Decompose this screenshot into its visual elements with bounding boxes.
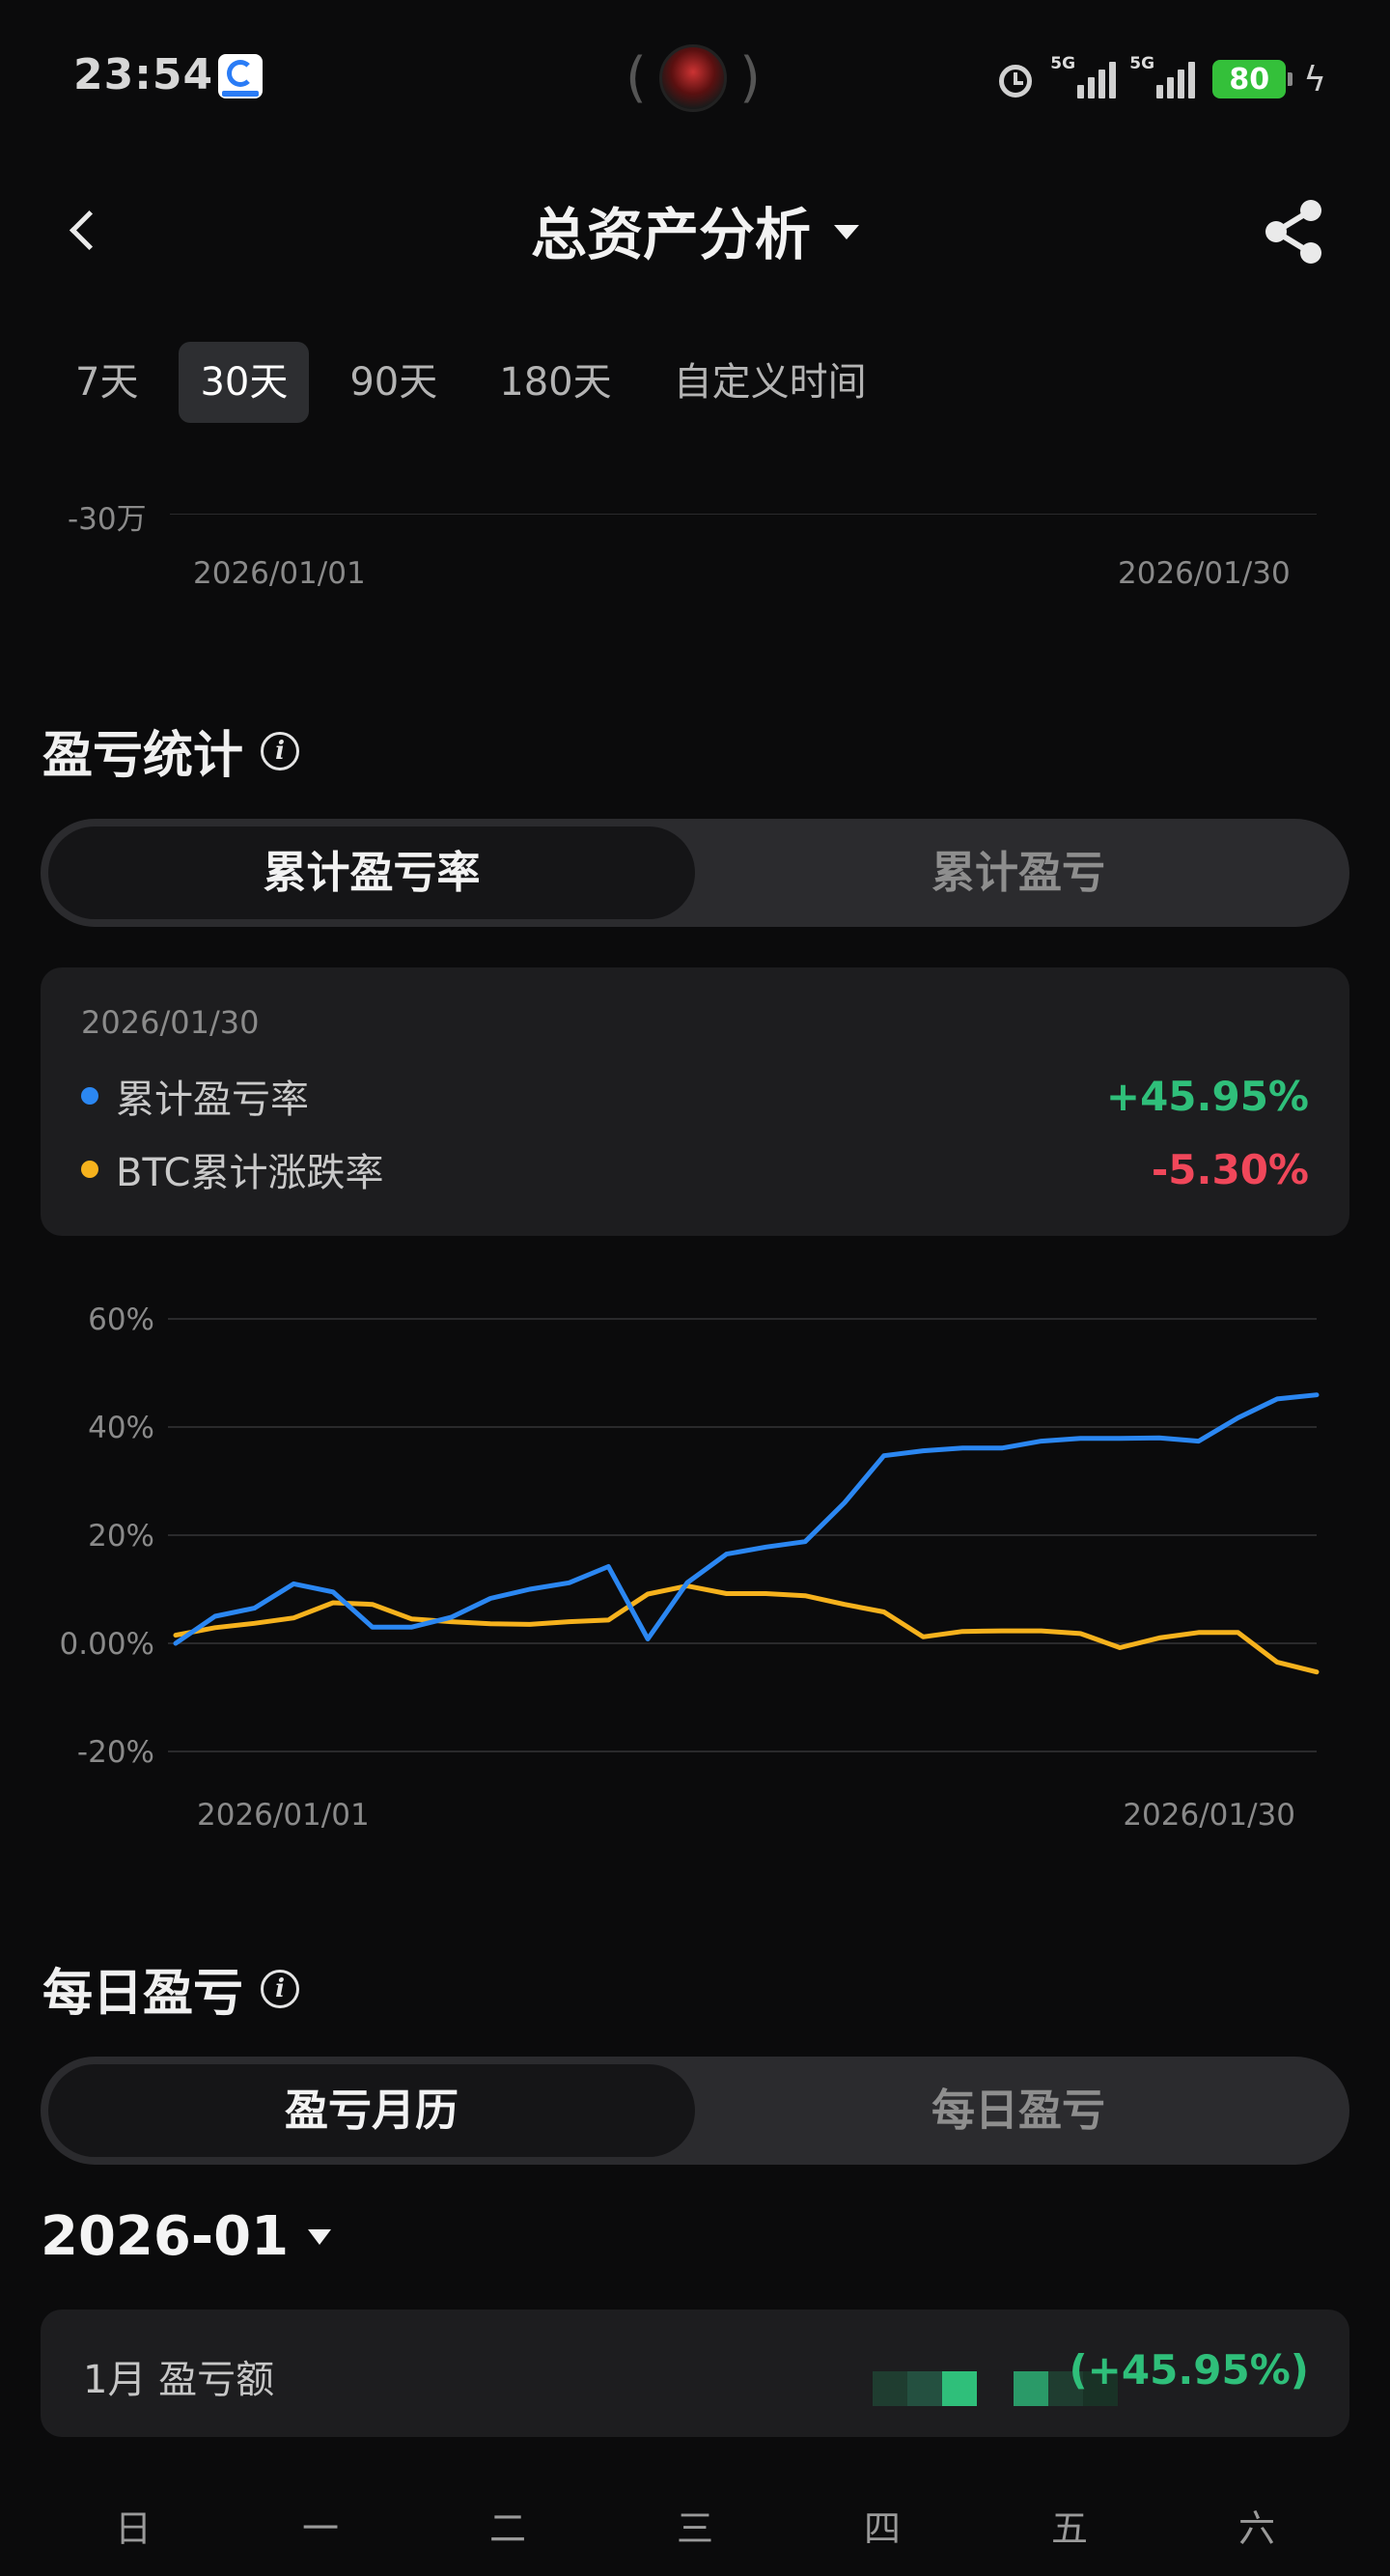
summary-row-value: -5.30%: [1151, 1145, 1309, 1193]
summary-row-cumulative-rate: 累计盈亏率 +45.95%: [81, 1068, 1309, 1124]
dropdown-caret-icon: [834, 225, 859, 240]
summary-row-label: BTC累计涨跌率: [116, 1151, 384, 1195]
month-pnl-label: 1月 盈亏额: [83, 2358, 275, 2402]
pnl-summary-card: 2026/01/30 累计盈亏率 +45.95% BTC累计涨跌率 -5.30%: [41, 967, 1349, 1236]
share-icon[interactable]: [1261, 197, 1326, 266]
redacted-amount: [834, 2310, 1149, 2437]
top-chart-x-end: 2026/01/30: [1118, 556, 1291, 591]
calendar-weekday-header: 日 一 二 三 四 五 六: [0, 2499, 1390, 2566]
range-tab-180d[interactable]: 180天: [499, 360, 612, 405]
x-tick-label: 2026/01/01: [197, 1798, 370, 1833]
month-selector-value: 2026-01: [41, 2205, 290, 2268]
y-tick-label: 40%: [88, 1411, 154, 1445]
series-line-btc-rate: [173, 1583, 1320, 1675]
series-dot: [81, 1087, 98, 1105]
weekday-label: 五: [1050, 2507, 1088, 2550]
toggle-daily-pnl[interactable]: 每日盈亏: [931, 2085, 1105, 2136]
summary-row-label: 累计盈亏率: [116, 1078, 309, 1122]
page-title[interactable]: 总资产分析: [0, 189, 1390, 270]
weekday-label: 日: [114, 2507, 152, 2550]
toggle-pnl-calendar[interactable]: 盈亏月历: [48, 2064, 695, 2157]
top-chart-gridline: [170, 514, 1317, 515]
alarm-icon: [994, 58, 1037, 100]
daily-pnl-title-text: 每日盈亏: [42, 1965, 244, 2023]
month-pnl-card: 1月 盈亏额 (+45.95%): [41, 2310, 1349, 2437]
y-tick-label: -20%: [77, 1735, 154, 1770]
weekday-label: 一: [301, 2507, 339, 2550]
month-selector[interactable]: 2026-01: [41, 2205, 332, 2268]
month-pnl-percent: (+45.95%): [1069, 2346, 1309, 2394]
pnl-stats-title: 盈亏统计 i: [42, 714, 300, 787]
pnl-stats-toggle: 累计盈亏率 累计盈亏: [41, 819, 1349, 927]
daily-pnl-title: 每日盈亏 i: [42, 1952, 300, 2025]
range-tab-custom[interactable]: 自定义时间: [673, 360, 867, 405]
weekday-label: 二: [488, 2507, 526, 2550]
toggle-cumulative-pnl[interactable]: 累计盈亏: [931, 847, 1105, 898]
y-tick-label: 60%: [88, 1302, 154, 1337]
summary-row-value: +45.95%: [1105, 1072, 1309, 1120]
status-time: 23:54: [73, 50, 214, 99]
top-chart-x-start: 2026/01/01: [193, 556, 366, 591]
info-icon[interactable]: i: [261, 1969, 300, 2008]
series-dot: [81, 1161, 98, 1178]
daily-pnl-toggle: 盈亏月历 每日盈亏: [41, 2057, 1349, 2165]
x-tick-label: 2026/01/30: [1123, 1798, 1295, 1833]
toggle-cumulative-rate[interactable]: 累计盈亏率: [48, 826, 695, 919]
summary-date: 2026/01/30: [81, 1004, 260, 1041]
page-title-text: 总资产分析: [530, 202, 811, 267]
pnl-line-chart: 60% 40% 20% 0.00% -20% 2026/01/01 2026/01/30: [60, 1302, 1320, 1833]
status-bar: 23:54 ( ) 5G 5G 80 ϟ: [0, 0, 1390, 154]
y-tick-label: 0.00%: [60, 1627, 154, 1662]
range-tab-30d[interactable]: 30天: [179, 342, 310, 423]
weekday-label: 三: [676, 2507, 713, 2550]
signal-label: 5G: [1129, 54, 1155, 73]
signal-label: 5G: [1050, 54, 1076, 73]
range-tab-7d[interactable]: 7天: [75, 360, 139, 405]
pnl-stats-title-text: 盈亏统计: [42, 727, 244, 785]
status-indicators: 5G 5G 80 ϟ: [994, 52, 1326, 106]
battery-icon: 80: [1212, 60, 1293, 98]
signal-icon: 5G: [1050, 54, 1117, 98]
app-badge-icon: [218, 54, 263, 98]
y-tick-label: 20%: [88, 1519, 154, 1554]
range-tab-90d[interactable]: 90天: [349, 360, 438, 405]
signal-icon: 5G: [1129, 54, 1196, 98]
series-line-cumulative-rate: [173, 1392, 1320, 1646]
chevron-down-icon: [308, 2228, 332, 2245]
charging-bolt-icon: ϟ: [1303, 59, 1326, 99]
weekday-label: 六: [1237, 2507, 1275, 2550]
info-icon[interactable]: i: [261, 731, 300, 770]
camera-icon: ( ): [626, 44, 761, 112]
weekday-label: 四: [863, 2507, 901, 2550]
top-chart-y-tick: -30万: [68, 502, 147, 537]
range-tabs: 7天 30天 90天 180天 自定义时间: [54, 342, 907, 423]
summary-row-btc-rate: BTC累计涨跌率 -5.30%: [81, 1141, 1309, 1197]
